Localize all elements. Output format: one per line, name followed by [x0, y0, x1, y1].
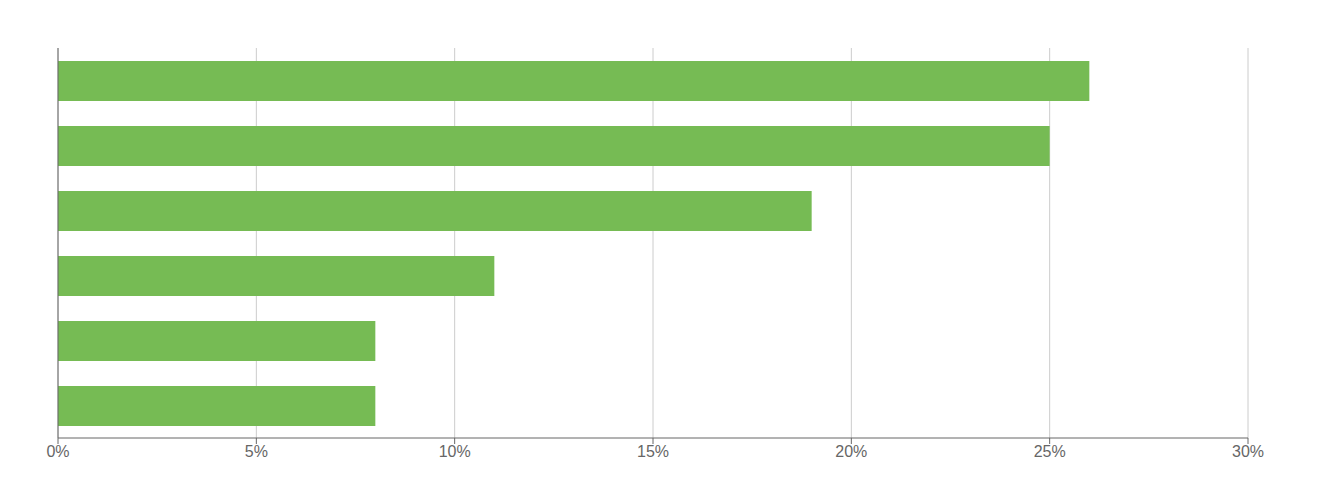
svg-text:0%: 0%: [46, 443, 69, 460]
svg-text:15%: 15%: [637, 443, 669, 460]
svg-text:30%: 30%: [1232, 443, 1264, 460]
svg-text:25%: 25%: [1034, 443, 1066, 460]
svg-text:20%: 20%: [835, 443, 867, 460]
svg-text:5%: 5%: [245, 443, 268, 460]
svg-text:10%: 10%: [439, 443, 471, 460]
